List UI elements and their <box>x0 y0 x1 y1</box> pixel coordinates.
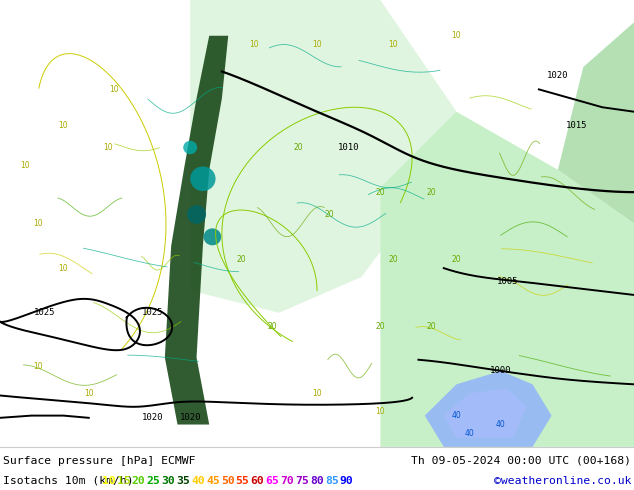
Text: 40: 40 <box>464 429 474 438</box>
Text: 65: 65 <box>266 476 279 486</box>
Text: 35: 35 <box>176 476 190 486</box>
Text: 20: 20 <box>375 188 385 196</box>
Text: 90: 90 <box>340 476 353 486</box>
Text: 20: 20 <box>388 255 398 264</box>
Text: 10: 10 <box>33 362 43 371</box>
Text: 30: 30 <box>162 476 175 486</box>
Text: 1020: 1020 <box>547 72 569 80</box>
Text: 40: 40 <box>451 411 462 420</box>
Text: 15: 15 <box>117 476 131 486</box>
Text: ©weatheronline.co.uk: ©weatheronline.co.uk <box>493 476 631 486</box>
Text: 10: 10 <box>84 389 94 398</box>
Text: Th 09-05-2024 00:00 UTC (00+168): Th 09-05-2024 00:00 UTC (00+168) <box>411 456 631 466</box>
Text: 1010: 1010 <box>338 143 359 152</box>
Text: 20: 20 <box>451 255 462 264</box>
Text: 20: 20 <box>293 143 303 152</box>
Text: 1005: 1005 <box>496 277 518 286</box>
Text: 1000: 1000 <box>490 367 512 375</box>
Text: 10: 10 <box>58 264 68 272</box>
Text: 20: 20 <box>236 255 246 264</box>
Polygon shape <box>380 112 634 447</box>
Text: 10: 10 <box>33 219 43 228</box>
Text: 1015: 1015 <box>566 121 588 130</box>
Text: 10: 10 <box>312 40 322 49</box>
Polygon shape <box>425 371 552 447</box>
Polygon shape <box>558 23 634 223</box>
Polygon shape <box>190 0 456 313</box>
Text: 1025: 1025 <box>34 308 55 318</box>
Text: 20: 20 <box>268 322 278 331</box>
Ellipse shape <box>190 167 216 191</box>
Text: 20: 20 <box>375 322 385 331</box>
Text: 70: 70 <box>280 476 294 486</box>
Text: 75: 75 <box>295 476 309 486</box>
Text: 1025: 1025 <box>141 308 163 318</box>
Ellipse shape <box>187 205 206 224</box>
Text: 85: 85 <box>325 476 339 486</box>
Text: 60: 60 <box>250 476 264 486</box>
Text: 20: 20 <box>325 210 335 219</box>
Text: 10: 10 <box>103 143 113 152</box>
Ellipse shape <box>183 141 197 154</box>
Text: 20: 20 <box>426 188 436 196</box>
Text: 10: 10 <box>375 407 385 416</box>
Polygon shape <box>165 36 228 424</box>
Text: 55: 55 <box>236 476 249 486</box>
Text: 20: 20 <box>132 476 145 486</box>
Text: 20: 20 <box>426 322 436 331</box>
Text: 45: 45 <box>206 476 220 486</box>
Text: 1020: 1020 <box>179 414 201 422</box>
Text: 80: 80 <box>310 476 323 486</box>
Text: 1020: 1020 <box>141 414 163 422</box>
Polygon shape <box>444 389 526 438</box>
Text: 25: 25 <box>146 476 160 486</box>
Text: 10: 10 <box>20 161 30 170</box>
Text: 10: 10 <box>109 85 119 94</box>
Text: 10: 10 <box>312 389 322 398</box>
Text: 50: 50 <box>221 476 235 486</box>
Text: 40: 40 <box>496 420 506 429</box>
Text: 10: 10 <box>451 31 462 40</box>
Text: 10: 10 <box>388 40 398 49</box>
Ellipse shape <box>204 228 221 245</box>
Text: Isotachs 10m (km/h): Isotachs 10m (km/h) <box>3 476 141 486</box>
Text: 10: 10 <box>249 40 259 49</box>
Text: 40: 40 <box>191 476 205 486</box>
Text: Surface pressure [hPa] ECMWF: Surface pressure [hPa] ECMWF <box>3 456 195 466</box>
Text: 10: 10 <box>58 121 68 130</box>
Text: 10: 10 <box>102 476 116 486</box>
